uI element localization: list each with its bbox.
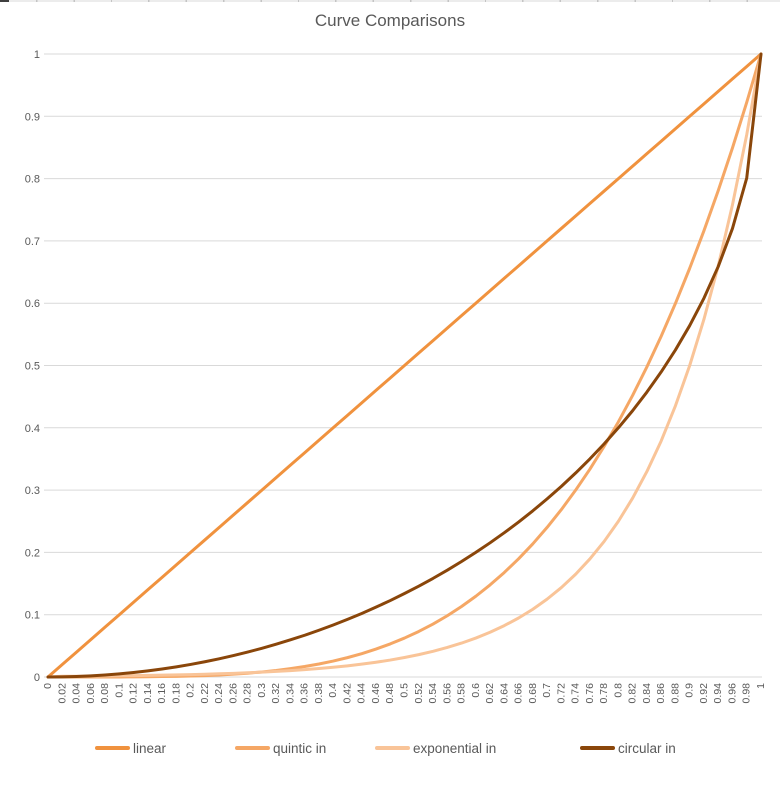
y-axis-tick-label: 0.9 [25, 111, 40, 123]
x-axis-tick-label: 0.1 [113, 683, 125, 698]
y-axis-tick-label: 0 [34, 672, 40, 684]
legend-swatch-exponential-in [375, 746, 410, 750]
x-axis-tick-label: 0.94 [712, 683, 724, 704]
x-axis-tick-label: 0.68 [527, 683, 539, 704]
x-axis-tick-label: 0.76 [584, 683, 596, 704]
x-axis-tick-label: 0.8 [612, 683, 624, 698]
x-axis-tick-label: 1 [755, 683, 767, 689]
x-axis-tick-label: 0.12 [128, 683, 140, 704]
series-line-exponential-in[interactable] [46, 52, 763, 679]
legend-label-quintic-in: quintic in [273, 740, 327, 756]
legend-swatch-linear [95, 746, 130, 750]
x-axis-tick-label: 0.22 [199, 683, 211, 704]
legend-item-quintic-in[interactable]: quintic in [235, 739, 326, 757]
series-line-linear[interactable] [46, 52, 763, 679]
x-axis-tick-label: 0.34 [284, 683, 296, 704]
x-axis-tick-label: 0.88 [669, 683, 681, 704]
y-axis-tick-label: 0.3 [25, 485, 40, 497]
y-axis-tick-label: 0.2 [25, 547, 40, 559]
x-axis-tick-label: 0.16 [156, 683, 168, 704]
x-axis-tick-label: 0.08 [99, 683, 111, 704]
spreadsheet-top-edge [0, 0, 780, 2]
legend-swatch-circular-in [580, 746, 615, 750]
legend: linear quintic in exponential in circula… [0, 739, 780, 759]
spreadsheet-cell-mark [0, 0, 9, 2]
x-axis-tick-label: 0.48 [384, 683, 396, 704]
legend-label-exponential-in: exponential in [413, 740, 497, 756]
x-axis-tick-label: 0.44 [356, 683, 368, 704]
legend-label-circular-in: circular in [618, 740, 676, 756]
legend-swatch-quintic-in [235, 746, 270, 750]
y-axis-tick-label: 0.6 [25, 298, 40, 310]
x-axis-tick-label: 0.4 [327, 683, 339, 698]
x-axis-tick-label: 0.2 [185, 683, 197, 698]
x-axis-tick-label: 0.52 [413, 683, 425, 704]
x-axis-tick-label: 0.46 [370, 683, 382, 704]
y-axis-tick-label: 0.7 [25, 236, 40, 248]
plot-area: 10.90.80.70.60.50.40.30.20.100 0.02 0.04 0.… [25, 49, 767, 704]
x-axis-tick-label: 0.26 [227, 683, 239, 704]
y-axis-tick-label: 1 [34, 49, 40, 61]
x-axis-tick-label: 0.74 [570, 683, 582, 704]
legend-item-linear[interactable]: linear [95, 739, 166, 757]
x-axis-tick-label: 0.96 [726, 683, 738, 704]
x-axis-tick-label: 0.86 [655, 683, 667, 704]
x-axis-tick-label: 0.18 [170, 683, 182, 704]
x-axis-tick-label: 0.3 [256, 683, 268, 698]
x-axis-tick-label: 0.02 [56, 683, 68, 704]
x-axis-tick-label: 0.42 [341, 683, 353, 704]
x-axis-tick-label: 0.78 [598, 683, 610, 704]
x-axis-tick-label: 0.9 [684, 683, 696, 698]
legend-item-circular-in[interactable]: circular in [580, 739, 676, 757]
x-axis-tick-label: 0.06 [85, 683, 97, 704]
y-axis-tick-label: 0.4 [25, 423, 40, 435]
x-axis-tick-label: 0.84 [641, 683, 653, 704]
x-axis-tick-label: 0.58 [456, 683, 468, 704]
x-axis-tick-label: 0 [42, 683, 54, 689]
y-axis-tick-label: 0.8 [25, 174, 40, 186]
y-axis-tick-label: 0.5 [25, 361, 40, 373]
x-axis-tick-label: 0.7 [541, 683, 553, 698]
x-axis-tick-label: 0.36 [299, 683, 311, 704]
x-axis-tick-label: 0.66 [513, 683, 525, 704]
legend-label-linear: linear [133, 740, 167, 756]
x-axis-tick-label: 0.5 [399, 683, 411, 698]
x-axis-tick-label: 0.04 [71, 683, 83, 704]
x-axis-tick-label: 0.82 [627, 683, 639, 704]
x-axis-tick-label: 0.56 [441, 683, 453, 704]
x-axis-tick-label: 0.98 [741, 683, 753, 704]
x-axis-tick-label: 0.92 [698, 683, 710, 704]
x-axis-tick-label: 0.28 [242, 683, 254, 704]
x-axis-tick-label: 0.14 [142, 683, 154, 704]
x-axis-tick-label: 0.62 [484, 683, 496, 704]
x-axis-tick-label: 0.24 [213, 683, 225, 704]
x-axis-tick-label: 0.6 [470, 683, 482, 698]
x-axis-tick-label: 0.54 [427, 683, 439, 704]
x-axis-tick-label: 0.38 [313, 683, 325, 704]
x-axis-tick-label: 0.64 [498, 683, 510, 704]
x-axis-tick-label: 0.72 [555, 683, 567, 704]
y-axis-tick-label: 0.1 [25, 610, 40, 622]
chart-title[interactable]: Curve Comparisons [314, 11, 466, 30]
x-axis-tick-label: 0.32 [270, 683, 282, 704]
legend-item-exponential-in[interactable]: exponential in [375, 739, 496, 757]
series-line-circular-in[interactable] [46, 52, 763, 679]
